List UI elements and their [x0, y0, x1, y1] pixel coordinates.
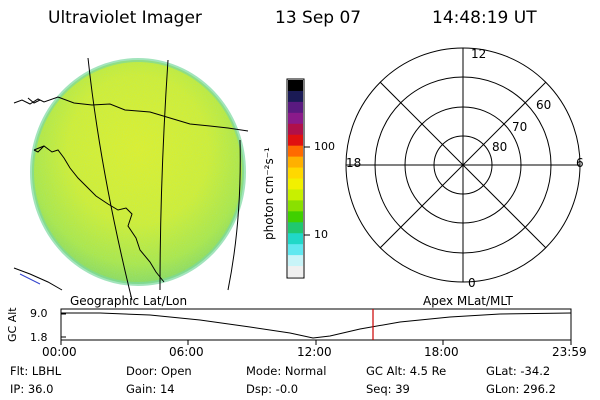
colorbar-segment	[288, 244, 303, 256]
colorbar-segment	[288, 255, 303, 267]
info-door: Door: Open	[126, 364, 192, 378]
polar-label-6: 6	[576, 156, 584, 170]
uv-image-disk	[30, 58, 246, 286]
polar-plot	[345, 47, 581, 283]
colorbar-label: photon cm⁻²s⁻¹	[262, 147, 276, 240]
colorbar-segment	[288, 145, 303, 158]
colorbar-segment	[288, 90, 303, 103]
colorbar-tick-100: 100	[314, 140, 335, 153]
colorbar-segment	[288, 178, 303, 191]
polar-ring-label-80: 80	[492, 140, 508, 154]
meridian-lines	[87, 57, 241, 301]
colorbar-segment	[288, 200, 303, 212]
polar-label-12: 12	[471, 47, 487, 61]
timeline-xtick-0000: 00:00	[42, 345, 77, 359]
info-ip: IP: 36.0	[10, 382, 54, 396]
colorbar	[286, 78, 310, 279]
info-gain: Gain: 14	[126, 382, 175, 396]
info-dsp: Dsp: -0.0	[246, 382, 299, 396]
colorbar-segment	[288, 123, 303, 136]
colorbar-segment	[288, 266, 303, 278]
timeline-right-label: Apex MLat/MLT	[423, 294, 513, 308]
colorbar-segment	[288, 222, 303, 234]
colorbar-segment	[288, 233, 303, 245]
info-mode: Mode: Normal	[246, 364, 327, 378]
polar-ring-label-70: 70	[512, 120, 528, 134]
orbit-timeline	[60, 308, 572, 345]
timeline-xtick-2359: 23:59	[552, 345, 587, 359]
colorbar-segment	[288, 156, 303, 169]
timeline-ytick-9: 9.0	[30, 307, 48, 320]
info-seq: Seq: 39	[366, 382, 410, 396]
date-label: 13 Sep 07	[275, 8, 362, 28]
info-glat: GLat: -34.2	[486, 364, 551, 378]
instrument-title: Ultraviolet Imager	[48, 8, 202, 28]
info-glon: GLon: 296.2	[486, 382, 556, 396]
colorbar-tick-10: 10	[314, 228, 328, 241]
colorbar-segment	[288, 211, 303, 223]
altitude-curve	[61, 312, 572, 339]
colorbar-segment	[288, 189, 303, 201]
timeline-xtick-1200: 12:00	[297, 345, 332, 359]
timeline-axis-label: GC Alt	[6, 307, 19, 342]
polar-label-0: 0	[468, 276, 476, 290]
colorbar-segment	[288, 101, 303, 114]
polar-ring-label-60: 60	[536, 98, 552, 112]
colorbar-segment	[288, 134, 303, 147]
colorbar-segment	[288, 112, 303, 125]
polar-label-18: 18	[346, 156, 362, 170]
timeline-xtick-1800: 18:00	[424, 345, 459, 359]
info-gc-alt: GC Alt: 4.5 Re	[366, 364, 447, 378]
timeline-xtick-0600: 06:00	[169, 345, 204, 359]
info-filter: Flt: LBHL	[10, 364, 62, 378]
colorbar-segment	[288, 80, 303, 92]
colorbar-segment	[288, 167, 303, 180]
timeline-left-label: Geographic Lat/Lon	[70, 294, 188, 308]
timeline-ytick-1.8: 1.8	[30, 331, 48, 344]
coastlines	[13, 96, 249, 291]
time-label: 14:48:19 UT	[432, 8, 537, 28]
